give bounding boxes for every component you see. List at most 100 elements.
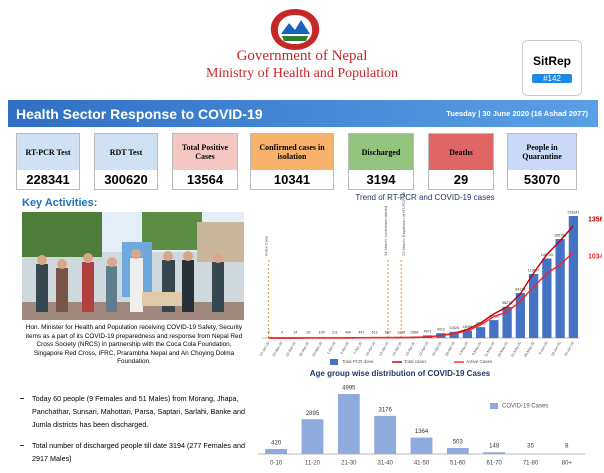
- x-tick-label: 26-May-20: [523, 341, 535, 358]
- trend-chart: Trend of RT-PCR and COVID-19 casesIndex …: [250, 188, 602, 370]
- x-tick-label: 13-Apr-20: [378, 341, 389, 357]
- x-tick-label: 1-Apr-20: [326, 341, 336, 355]
- line: [269, 252, 574, 338]
- data-label: 1364: [415, 429, 429, 435]
- stat-value: 3194: [349, 170, 413, 189]
- data-label: 20: [306, 330, 310, 334]
- data-label: 420: [271, 441, 282, 447]
- x-tick-label: 1-May-20: [458, 341, 469, 356]
- bullets: Today 60 people (9 Females and 51 Males)…: [18, 392, 246, 473]
- x-tick-label: 28-Apr-20: [444, 341, 455, 357]
- x-tick-label: 20-Mar-20: [272, 341, 284, 357]
- x-tick-label: 11-20: [305, 461, 321, 467]
- stat-value: 13564: [173, 170, 237, 189]
- data-label: 2895: [306, 411, 320, 417]
- badge-title: SitRep: [523, 54, 581, 68]
- stat-label: RT-PCR Test: [17, 134, 79, 170]
- bar: [483, 452, 505, 454]
- legend-label: Total cases: [404, 359, 427, 364]
- data-label: 687: [385, 330, 391, 334]
- bullet: Total number of discharged people till d…: [18, 439, 246, 465]
- x-tick-label: 30-Jun-20: [564, 341, 576, 357]
- data-label: 11526: [449, 326, 459, 330]
- x-tick-label: 80+: [562, 461, 573, 467]
- stat-label: Deaths: [429, 134, 493, 170]
- legend-swatch: [330, 359, 338, 365]
- data-label: 447: [358, 330, 364, 334]
- legend-label: COVID-19 Cases: [502, 404, 548, 410]
- bar: [569, 216, 578, 338]
- page: Government of Nepal Ministry of Health a…: [0, 0, 604, 472]
- x-tick-label: 23-Jan-20: [259, 341, 271, 357]
- stat-label: RDT Test: [95, 134, 157, 170]
- data-label: 14: [293, 330, 297, 334]
- end-label: 13564: [588, 217, 602, 224]
- bar: [338, 394, 360, 454]
- x-tick-label: 16-Apr-20: [391, 341, 402, 357]
- caption: Hon. Minister for Health and Population …: [22, 324, 246, 367]
- stat-value: 10341: [251, 170, 333, 189]
- data-label: 35: [527, 444, 534, 450]
- stat-value: 228341: [17, 170, 79, 189]
- legend-label: Active Cases: [466, 359, 493, 364]
- data-label: 400: [345, 330, 351, 334]
- x-tick-label: 61-70: [486, 461, 502, 467]
- bar: [447, 448, 469, 454]
- x-tick-label: 0-10: [270, 461, 283, 467]
- data-label: 3176: [378, 407, 392, 413]
- stat-label: People in Quarantine: [508, 134, 576, 170]
- stat-label: Discharged: [349, 134, 413, 170]
- x-tick-label: 19-Apr-20: [405, 341, 416, 357]
- x-tick-label: 6-Jun-20: [538, 341, 549, 355]
- age-chart: Age group wise distribution of COVID-19 …: [250, 370, 602, 472]
- annotation: 24 March: Lockdown started: [383, 206, 388, 256]
- x-tick-label: 71-80: [523, 461, 539, 467]
- badge: SitRep #142: [522, 40, 582, 96]
- data-label: 503: [453, 440, 464, 446]
- banner: Health Sector Response to COVID-19 Tuesd…: [8, 100, 598, 127]
- x-tick-label: 6-May-20: [471, 341, 482, 356]
- stat-value: 300620: [95, 170, 157, 189]
- data-label: 512: [372, 330, 378, 334]
- bar: [302, 419, 324, 454]
- banner-date: Tuesday | 30 June 2020 (16 Ashad 2077): [446, 109, 588, 118]
- badge-number: #142: [532, 74, 572, 83]
- x-tick-label: 31-40: [377, 461, 393, 467]
- stat-label: Total Positive Cases: [173, 134, 237, 170]
- stat-label: Confirmed cases in isolation: [251, 134, 333, 170]
- x-tick-label: 21-30: [341, 461, 357, 467]
- ministry: Ministry of Health and Population: [0, 66, 604, 82]
- bar: [476, 327, 485, 338]
- x-tick-label: 11-May-20: [484, 341, 496, 358]
- banner-title: Health Sector Response to COVID-19: [16, 106, 263, 122]
- key-activities-heading: Key Activities:: [22, 197, 97, 209]
- data-label: 9012: [437, 328, 445, 332]
- x-tick-label: 4-Apr-20: [339, 341, 349, 355]
- x-tick-label: 26-Mar-20: [298, 341, 310, 357]
- x-tick-label: 21-May-20: [510, 341, 522, 358]
- bar: [265, 449, 287, 454]
- bar: [555, 239, 564, 338]
- data-label: 8: [565, 444, 569, 450]
- x-tick-label: 10-Apr-20: [365, 341, 376, 357]
- data-label: 228341: [567, 210, 579, 214]
- x-tick-label: 16-May-20: [497, 341, 509, 358]
- bar: [489, 320, 498, 338]
- data-label: 119697: [528, 268, 540, 272]
- data-label: 2568: [410, 330, 418, 334]
- end-label: 10341: [588, 253, 602, 260]
- data-label: 4995: [342, 386, 356, 392]
- data-label: 148: [489, 444, 500, 450]
- data-label: 4971: [424, 330, 432, 334]
- x-tick-label: 51-60: [450, 461, 466, 467]
- bar: [374, 416, 396, 454]
- stat-value: 53070: [508, 170, 576, 189]
- bar: [516, 293, 525, 338]
- annotation: 23 March: Expansion of RT-PCR lab: [401, 191, 406, 256]
